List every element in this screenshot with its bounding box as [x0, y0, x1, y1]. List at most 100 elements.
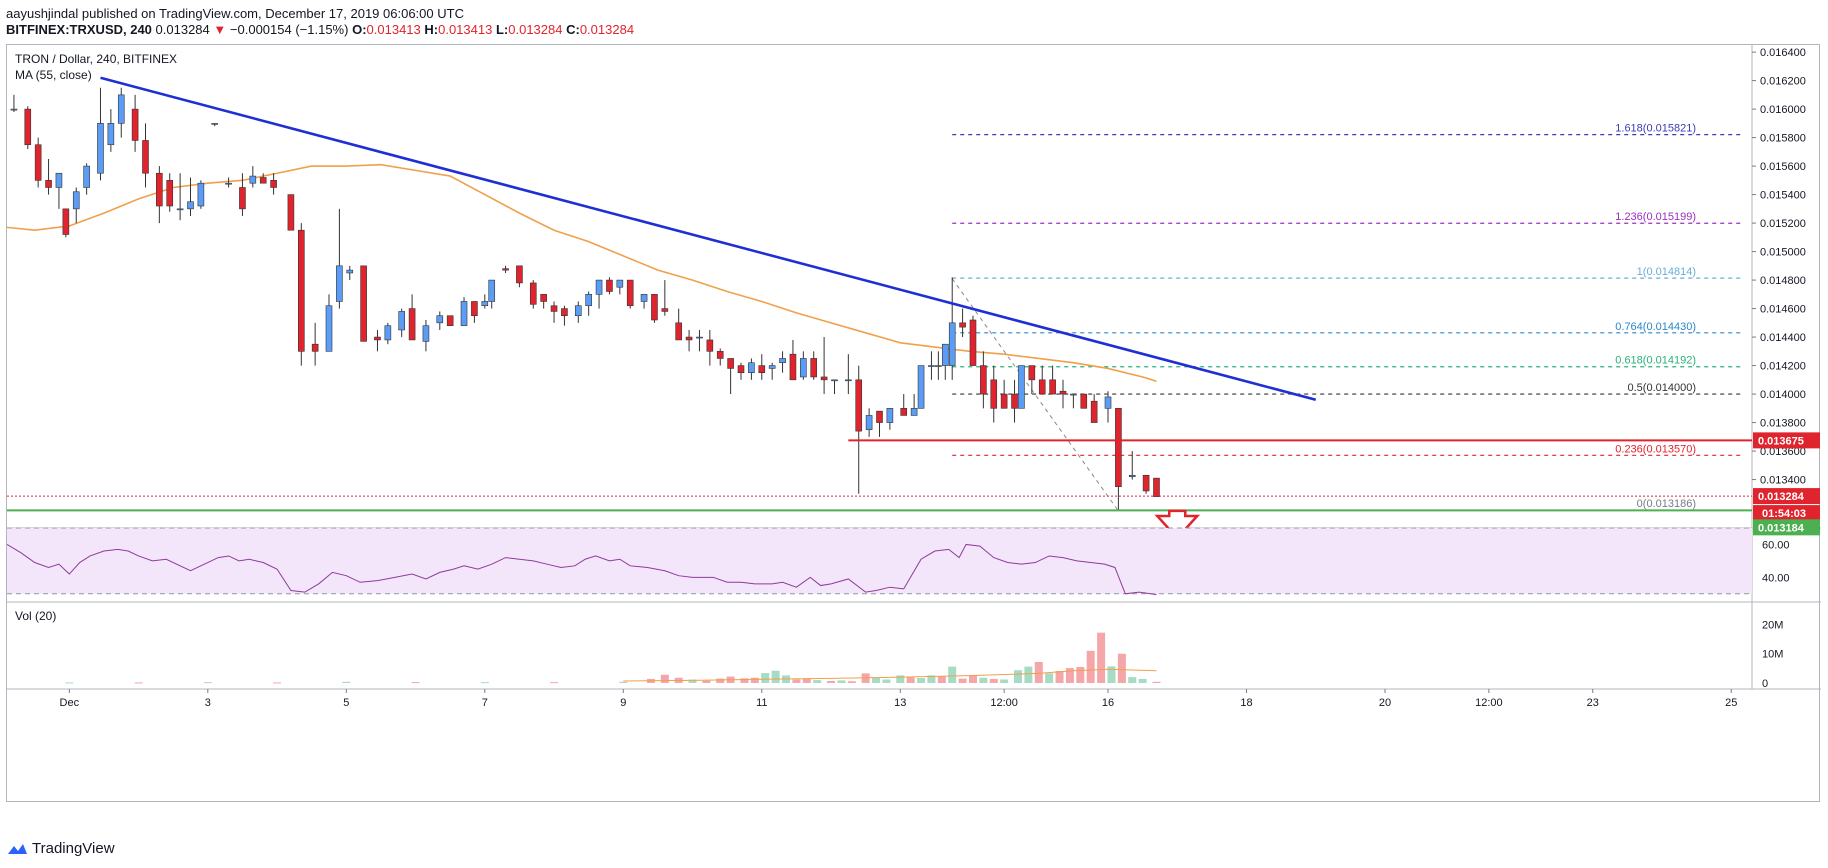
time-tick-label: 25	[1725, 697, 1737, 709]
bearish-candle	[1115, 408, 1122, 487]
bullish-candle	[779, 358, 786, 364]
volume-bar-down	[1152, 681, 1161, 683]
bearish-candle	[758, 365, 766, 373]
bullish-candle	[1104, 396, 1112, 409]
tradingview-logo[interactable]: TradingView	[6, 840, 115, 857]
price-tick-label: 0.015800	[1760, 133, 1806, 145]
price-tick-label: 0.015000	[1760, 247, 1806, 259]
volume-bar-down	[1055, 671, 1064, 683]
fib-level-label: 0.236(0.013570)	[1615, 443, 1696, 455]
volume-bar-down	[134, 682, 143, 684]
publish-info: aayushjindal published on TradingView.co…	[6, 6, 464, 21]
bearish-candle	[969, 319, 977, 366]
bearish-candle	[1142, 474, 1150, 492]
time-tick-label: 13	[894, 697, 906, 709]
bullish-candle	[72, 191, 80, 210]
bearish-candle	[471, 301, 478, 317]
volume-bar-down	[937, 676, 946, 683]
bearish-candle	[626, 279, 634, 307]
bullish-candle	[616, 279, 624, 288]
bearish-candle	[661, 308, 669, 312]
bearish-candle	[287, 194, 295, 231]
time-tick-label: 16	[1102, 697, 1114, 709]
bullish-candle	[488, 279, 496, 302]
price-tick-label: 0.015600	[1760, 161, 1806, 173]
fib-level-label: 1.236(0.015199)	[1615, 211, 1696, 223]
volume-bar-down	[1076, 666, 1085, 683]
bearish-candle	[727, 358, 734, 369]
support-badge-label: 0.013184	[1758, 522, 1805, 534]
volume-bar-down	[827, 680, 836, 683]
bullish-candle	[595, 279, 603, 295]
rsi-line	[7, 543, 1157, 596]
time-tick-label: 12:00	[1475, 697, 1503, 709]
resistance-badge-label: 0.013675	[1758, 435, 1804, 447]
volume-bar-down	[792, 679, 801, 683]
bearish-candle	[1028, 365, 1036, 381]
volume-bar-down	[1086, 650, 1095, 683]
bearish-candle	[374, 336, 381, 341]
bullish-candle	[176, 208, 184, 211]
volume-bar-up	[1107, 666, 1116, 683]
volume-bar-up	[927, 675, 936, 683]
chart-canvas[interactable]: 0.016400 0.016200 0.016000 0.015800 0.015600…	[7, 45, 1821, 803]
volume-bar-down	[273, 682, 282, 684]
time-tick-label: 9	[620, 697, 626, 709]
bearish-candle	[876, 410, 883, 423]
volume-bar-down	[989, 678, 998, 683]
bearish-candle	[820, 376, 828, 381]
last-price: 0.013284	[155, 22, 210, 37]
high-label: H:	[424, 22, 439, 37]
bullish-candle	[436, 315, 444, 324]
price-tick-label: 0.015200	[1760, 218, 1806, 230]
bearish-candle	[561, 308, 568, 317]
fib-level-label: 0.764(0.014430)	[1615, 321, 1696, 333]
volume-bar-up	[1138, 678, 1147, 683]
bullish-candle	[460, 301, 468, 326]
author-name: aayushjindal	[6, 6, 79, 21]
open-value: 0.013413	[366, 22, 421, 37]
bearish-candle	[1153, 477, 1160, 497]
bullish-candle	[55, 172, 63, 188]
volume-bar-down	[716, 678, 725, 683]
bullish-candle	[225, 182, 232, 185]
time-tick-label: 18	[1240, 697, 1252, 709]
chart-frame[interactable]: 0.016400 0.016200 0.016000 0.015800 0.015600…	[6, 44, 1821, 803]
bullish-candle	[1070, 393, 1077, 396]
symbol-label: BITFINEX:TRXUSD, 240	[6, 22, 152, 37]
bearish-candle	[959, 322, 966, 328]
volume-bar-up	[480, 682, 489, 684]
time-tick-label: Dec	[60, 697, 80, 709]
bullish-candle	[481, 301, 489, 307]
bullish-candle	[865, 415, 873, 430]
time-tick-label: 12:00	[990, 697, 1018, 709]
price-tick-label: 0.014000	[1760, 389, 1806, 401]
bearish-candle	[706, 339, 714, 352]
volume-bar-down	[847, 681, 856, 683]
high-value: 0.013413	[438, 22, 493, 37]
bullish-candle	[325, 305, 333, 352]
bearish-candle	[810, 358, 818, 378]
bullish-candle	[117, 94, 125, 124]
fib-level-label: 1.618(0.015821)	[1615, 123, 1696, 135]
bullish-candle	[197, 182, 205, 207]
bearish-candle	[297, 229, 305, 352]
price-tick-label: 0.014600	[1760, 304, 1806, 316]
volume-bar-down	[660, 674, 669, 683]
price-change: −0.000154 (−1.15%)	[229, 22, 349, 37]
ma-55-line	[7, 163, 1157, 383]
bullish-candle	[422, 325, 430, 342]
bearish-candle	[142, 140, 149, 174]
bullish-candle	[249, 175, 257, 184]
last-price-badge-label: 0.013284	[1758, 491, 1805, 503]
volume-bar-down	[802, 678, 811, 683]
low-label: L:	[495, 22, 509, 37]
bullish-candle	[346, 269, 354, 274]
volume-bar-down	[1034, 661, 1043, 683]
bullish-candle	[941, 343, 949, 366]
volume-bar-up	[688, 679, 697, 683]
volume-bar-down	[1097, 632, 1106, 683]
bearish-candle	[156, 172, 163, 207]
price-tick-label: 0.016400	[1760, 47, 1806, 59]
price-tick-label: 0.016000	[1760, 104, 1806, 116]
